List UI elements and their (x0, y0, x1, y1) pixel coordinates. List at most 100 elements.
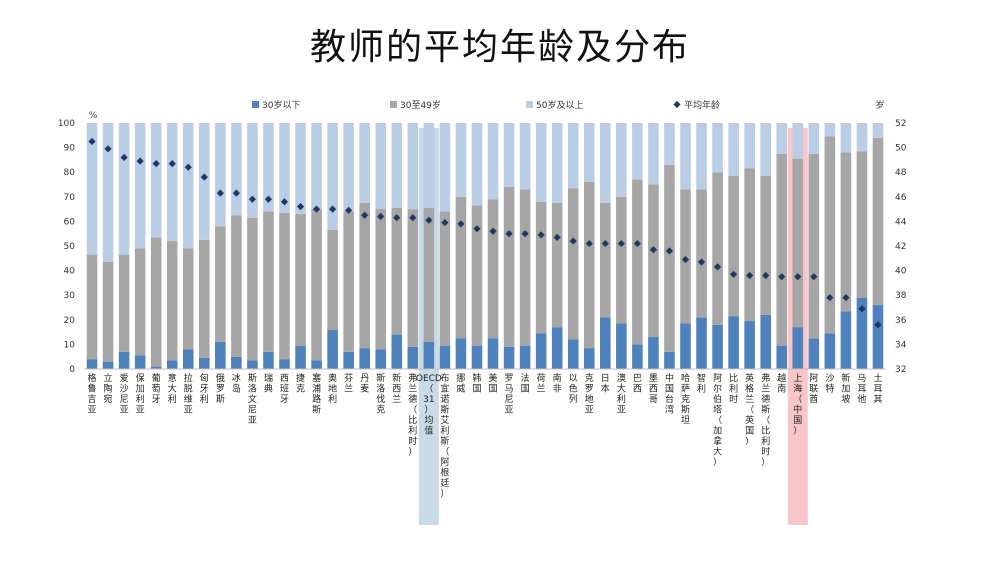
average-age-marker (521, 230, 529, 238)
category-label: 阿尔伯塔（加拿大） (713, 373, 722, 468)
bar-segment-2 (535, 201, 547, 334)
bar-segment-2 (664, 164, 675, 352)
average-age-marker (665, 247, 674, 255)
left-tick-label: 70 (64, 193, 76, 203)
category-label: 沙特 (825, 373, 834, 395)
bar-segment-1 (728, 316, 739, 369)
bar-segment-1 (503, 346, 515, 369)
bar-segment-1 (824, 333, 836, 369)
bar-segment-1 (439, 345, 451, 369)
average-age-marker (296, 203, 305, 211)
average-age-marker (264, 195, 273, 203)
category-label: 哈萨克斯坦 (681, 372, 690, 426)
bar-segment-3 (872, 123, 884, 138)
bar-segment-3 (503, 123, 515, 187)
bar-segment-2 (872, 137, 884, 306)
bar-segment-3 (567, 123, 579, 189)
bar-segment-3 (215, 123, 226, 227)
bar-segment-3 (744, 123, 755, 169)
average-age-marker (697, 258, 706, 266)
bar-segment-2 (519, 189, 531, 346)
bar-segment-1 (551, 327, 563, 369)
right-tick-label: 34 (895, 340, 907, 350)
bar-segment-3 (455, 123, 467, 197)
bar-segment-1 (279, 359, 290, 369)
category-label: 斯洛文尼亚 (248, 372, 257, 426)
bar-segment-3 (824, 123, 836, 137)
bar-segment-2 (632, 179, 643, 345)
right-tick-label: 40 (895, 267, 907, 277)
category-label: 瑞典 (264, 372, 273, 395)
bar-segment-1 (407, 346, 419, 369)
average-age-marker (200, 173, 208, 181)
average-age-marker (537, 231, 545, 239)
bar-segment-1 (263, 351, 274, 369)
bar-segment-2 (856, 151, 868, 298)
left-tick-label: 10 (64, 340, 76, 350)
bar-segment-1 (696, 317, 707, 369)
bar-segment-2 (118, 254, 130, 352)
category-label: 挪威 (456, 372, 465, 395)
average-age-marker (104, 145, 112, 153)
bar-segment-1 (455, 338, 467, 369)
bar-segment-1 (567, 339, 579, 369)
average-age-marker (152, 159, 160, 168)
bar-segment-1 (295, 345, 306, 369)
bar-segment-2 (86, 254, 98, 360)
right-tick-label: 46 (895, 193, 907, 203)
bar-segment-1 (600, 317, 611, 369)
bar-segment-1 (840, 311, 852, 369)
bar-segment-2 (760, 175, 771, 315)
bar-segment-2 (263, 211, 274, 352)
category-label: 上海（中国） (793, 373, 802, 437)
left-tick-label: 0 (69, 365, 75, 375)
average-age-marker (425, 216, 433, 224)
legend-swatch (526, 101, 533, 108)
bar-segment-1 (375, 349, 387, 369)
bar-segment-3 (712, 123, 723, 173)
bar-segment-2 (134, 248, 146, 356)
bar-segment-1 (808, 338, 820, 369)
bar-segment-2 (616, 196, 627, 324)
bar-segment-3 (343, 123, 354, 212)
left-tick-label: 20 (64, 316, 76, 326)
bar-segment-2 (696, 189, 707, 318)
average-age-marker (649, 246, 658, 254)
legend-label: 50岁及以上 (536, 99, 583, 111)
bar-segment-3 (439, 123, 451, 212)
average-age-marker (826, 294, 834, 302)
legend-swatch (252, 101, 259, 108)
bar-segment-3 (664, 123, 675, 165)
right-axis-unit: 岁 (875, 99, 884, 111)
average-age-marker (280, 198, 289, 206)
average-age-marker (473, 225, 481, 233)
category-label: 中国台湾 (665, 372, 674, 416)
category-label: 立陶宛 (104, 372, 113, 405)
bar-segment-2 (423, 207, 435, 342)
average-age-marker (216, 189, 224, 197)
average-age-marker (617, 239, 625, 248)
bar-segment-3 (150, 123, 162, 238)
bar-segment-3 (311, 123, 322, 210)
bar-segment-3 (471, 123, 483, 206)
bar-segment-2 (439, 211, 451, 346)
category-label: 芬兰 (344, 373, 353, 395)
bar-segment-1 (792, 327, 804, 369)
bar-segment-1 (712, 324, 723, 369)
bar-segment-2 (150, 237, 162, 367)
bar-segment-3 (792, 123, 804, 159)
bar-segment-3 (86, 123, 98, 255)
category-label: 斯洛伐克 (376, 372, 385, 416)
right-tick-label: 36 (895, 316, 907, 326)
category-label: 澳大利亚 (617, 372, 626, 416)
average-age-marker (312, 205, 321, 213)
bar-segment-3 (776, 123, 788, 154)
bar-segment-3 (391, 123, 403, 208)
bar-segment-3 (359, 123, 370, 203)
bar-segment-2 (776, 153, 788, 346)
bar-segment-2 (231, 215, 242, 357)
bar-segment-3 (423, 123, 435, 208)
average-age-marker (778, 273, 786, 281)
category-label: 墨西哥 (649, 373, 658, 405)
average-age-marker (441, 219, 449, 227)
